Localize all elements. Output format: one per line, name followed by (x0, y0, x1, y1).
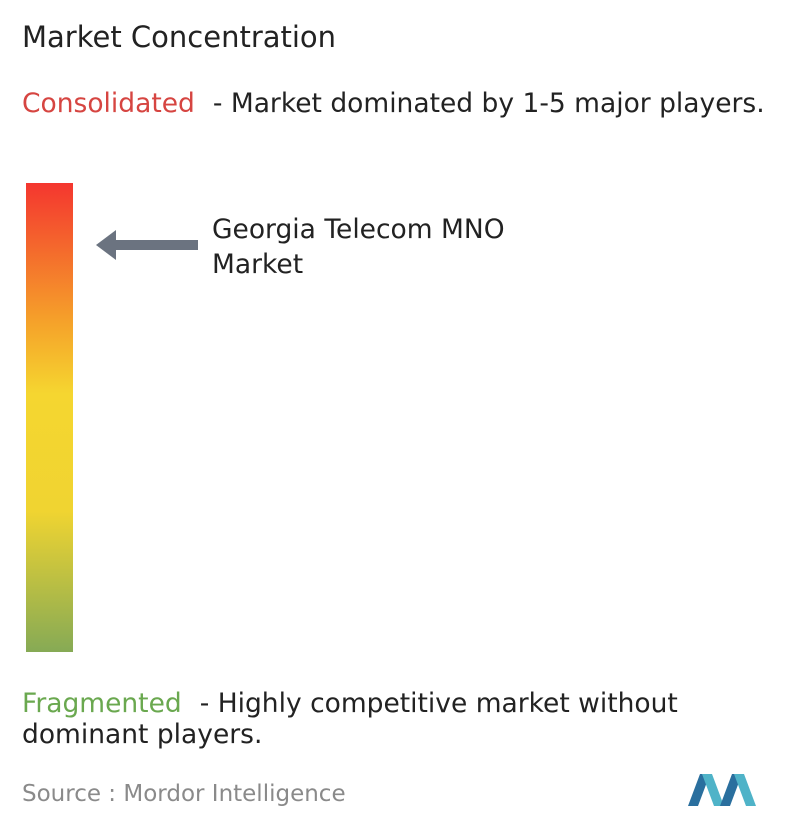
logo (688, 774, 756, 806)
fragmented-term: Fragmented (22, 688, 182, 719)
arrow-shaft (112, 240, 198, 250)
consolidated-text: Consolidated - Market dominated by 1-5 ma… (22, 88, 792, 119)
consolidated-description: - Market dominated by 1-5 major players. (212, 88, 765, 119)
market-label: Georgia Telecom MNO Market (212, 214, 505, 280)
consolidated-term: Consolidated (22, 88, 195, 119)
fragmented-description: - Highly competitive market without domi… (22, 688, 678, 750)
source: Source : Mordor Intelligence (22, 781, 346, 807)
title: Market Concentration (22, 20, 337, 54)
scale-graphic (26, 183, 198, 652)
source-prefix: Source : (22, 781, 117, 807)
fragmented-text: Fragmented - Highly competitive market wi… (22, 688, 792, 750)
concentration-bar (26, 183, 73, 652)
source-name: Mordor Intelligence (123, 781, 346, 807)
arrow-head (96, 230, 116, 260)
